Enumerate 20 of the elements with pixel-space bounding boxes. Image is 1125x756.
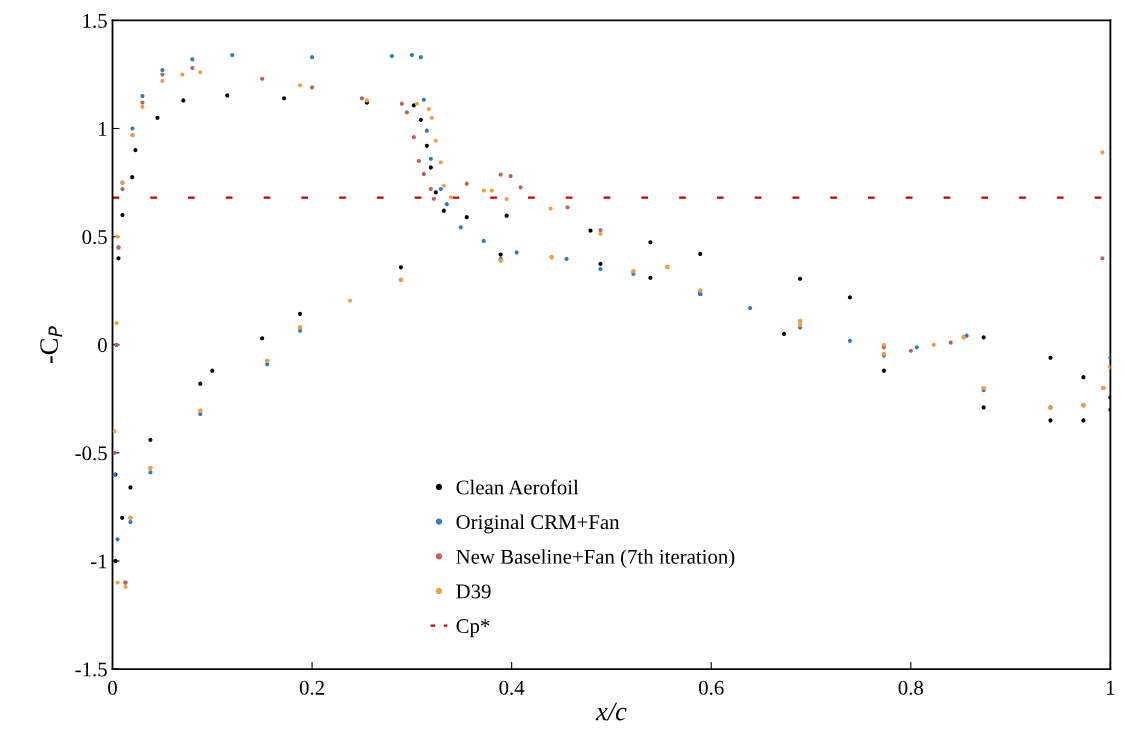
y-tick-label: 0.5 [82,230,107,245]
x-tick-label: 0.8 [898,680,924,695]
legend-label: Clean Aerofoil [456,479,579,495]
legend-label: Cp* [456,619,490,638]
x-tick-label: 0 [108,680,117,695]
y-tick-label: 0 [98,338,107,353]
x-tick-label: 0.4 [499,680,525,695]
y-axis-title: -C$_{P}$ [40,326,63,364]
x-tick-label: 1 [1107,680,1115,695]
legend-label: Original CRM+Fan [456,514,620,534]
y-tick-label: 1.5 [83,13,107,28]
y-tick-label: 1 [99,121,107,136]
x-axis-title: x/c [595,702,627,721]
y-tick-label: -0.5 [75,446,107,461]
legend-label: D39 [456,584,491,599]
legend-label: New Baseline+Fan (7th iteration) [456,549,735,569]
y-tick-label: -1 [91,554,107,569]
x-tick-label: 0.2 [299,680,324,695]
x-tick-label: 0.6 [699,680,724,695]
y-tick-label: -1.5 [75,662,107,677]
